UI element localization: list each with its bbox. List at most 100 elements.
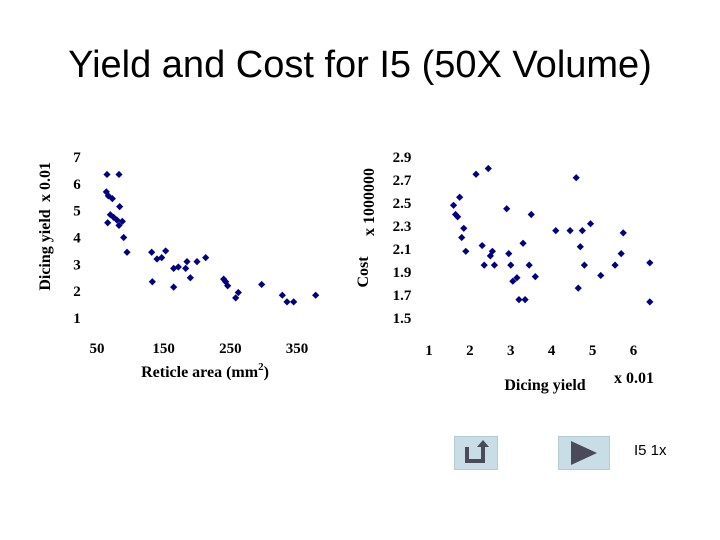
next-button[interactable] — [558, 436, 610, 470]
y-tick-label: 2.9 — [393, 150, 412, 166]
y-tick-label: 2.7 — [393, 173, 412, 189]
y-tick-label: 4 — [73, 231, 81, 247]
y-tick-label: 6 — [73, 177, 81, 193]
data-point — [170, 283, 178, 291]
data-point — [472, 170, 480, 178]
data-point — [460, 224, 468, 232]
y-tick-label: 2.5 — [393, 196, 412, 212]
data-point — [646, 259, 654, 267]
data-point — [552, 227, 560, 235]
data-point — [503, 205, 511, 213]
x-tick-label: 4 — [548, 343, 556, 359]
return-arrow-icon — [465, 440, 489, 463]
data-point — [521, 296, 529, 304]
y-tick-label: 2.1 — [393, 242, 412, 258]
data-point — [116, 203, 124, 211]
x-tick-label: 150 — [152, 341, 175, 357]
data-point — [462, 247, 470, 255]
y-tick-label: 7 — [73, 150, 81, 166]
x-tick-label: 5 — [589, 343, 597, 359]
data-point — [507, 261, 515, 269]
data-point — [490, 261, 499, 269]
data-point — [580, 261, 588, 269]
data-point — [458, 233, 466, 242]
data-point — [118, 217, 126, 225]
data-point — [193, 258, 201, 266]
data-point — [456, 193, 464, 201]
data-point — [505, 250, 513, 258]
data-point — [449, 201, 458, 209]
y-axis-scale: x 0.01 — [37, 162, 54, 202]
data-point — [480, 261, 488, 269]
y-tick-label: 1.9 — [393, 265, 412, 281]
y-tick-label: 1.5 — [393, 311, 412, 327]
data-point — [183, 258, 191, 266]
data-point — [123, 248, 131, 256]
x-axis-title: Reticle area (mm2) — [141, 361, 269, 381]
data-point — [290, 298, 298, 306]
data-point — [202, 254, 210, 262]
data-point — [519, 239, 527, 247]
y-axis-title: Dicing yield — [37, 209, 54, 290]
data-point — [488, 247, 496, 255]
data-point — [108, 194, 116, 203]
data-point — [566, 227, 574, 235]
slide-label: I5 1x — [634, 442, 667, 459]
data-point — [572, 174, 580, 182]
data-point — [509, 277, 517, 285]
y-tick-label: 2 — [73, 284, 81, 300]
data-point — [115, 170, 123, 179]
data-point — [478, 241, 486, 250]
y-axis-scale: x 1000000 — [361, 168, 378, 236]
x-tick-label: 50 — [90, 341, 105, 357]
data-point — [531, 273, 539, 281]
play-triangle-icon — [571, 441, 597, 465]
data-point — [234, 288, 242, 297]
data-point — [619, 229, 627, 237]
back-button[interactable] — [454, 436, 498, 470]
data-point — [182, 264, 190, 272]
data-point — [224, 282, 232, 290]
data-point — [574, 284, 582, 292]
data-point — [611, 261, 619, 269]
data-point — [222, 278, 230, 286]
data-point — [515, 296, 523, 304]
x-tick-label: 3 — [507, 343, 515, 359]
x-tick-label: 250 — [219, 341, 242, 357]
chart-cost-vs-dicing-yield: 1.5 1.7 1.9 2.1 2.3 2.5 2.7 2.9 1 2 3 4 5 6 Dicing yie… — [355, 150, 654, 394]
data-point — [513, 274, 521, 282]
chart-dicing-yield-vs-reticle-area: 1 2 3 4 5 6 7 50 150 250 350 Reticle area (mm2) Dici… — [37, 150, 320, 381]
data-point — [103, 170, 111, 179]
data-point — [597, 271, 605, 280]
data-point — [278, 291, 286, 299]
data-point — [283, 298, 291, 306]
data-point — [115, 221, 123, 230]
x-tick-label: 1 — [425, 343, 433, 359]
data-point — [113, 216, 121, 224]
data-point — [162, 247, 170, 255]
slide-title: Yield and Cost for I5 (50X Volume) — [68, 44, 652, 86]
data-point — [525, 261, 533, 269]
y-tick-label: 1.7 — [393, 288, 412, 304]
y-axis-title: Cost — [355, 256, 372, 288]
data-point — [527, 210, 535, 219]
data-point — [258, 280, 266, 289]
data-point — [451, 210, 460, 219]
data-point — [158, 254, 166, 262]
data-point — [312, 291, 320, 299]
data-point — [484, 164, 492, 173]
data-point — [174, 263, 182, 271]
x-tick-label: 2 — [466, 343, 474, 359]
y-tick-label: 2.3 — [393, 219, 412, 235]
x-tick-label: 350 — [286, 341, 309, 357]
data-point — [148, 248, 156, 256]
x-axis-title: Dicing yield — [504, 377, 585, 394]
x-tick-label: 6 — [630, 343, 638, 359]
data-point — [586, 220, 595, 228]
data-point — [104, 219, 112, 227]
y-tick-label: 1 — [73, 311, 81, 327]
data-point — [454, 213, 462, 221]
data-point — [186, 274, 194, 282]
data-point — [578, 227, 586, 235]
